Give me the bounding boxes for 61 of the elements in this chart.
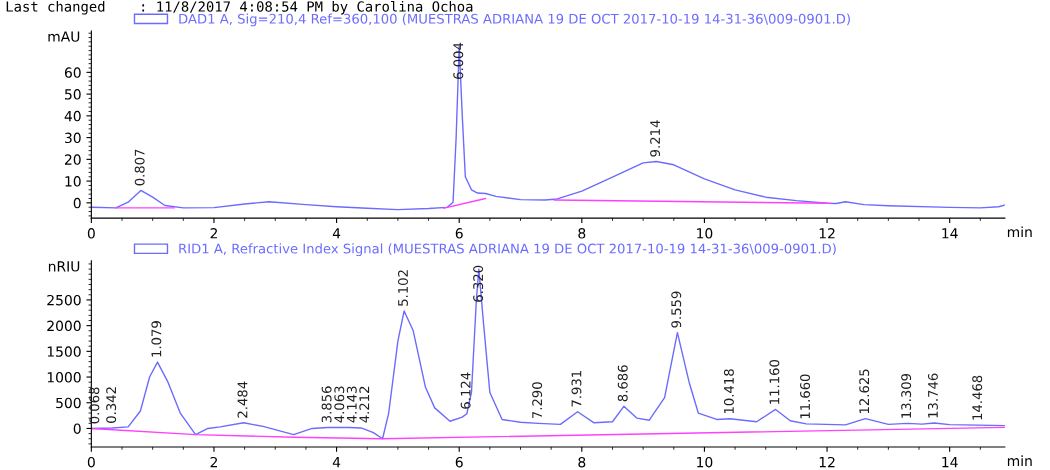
x-tick-label: 12: [819, 228, 835, 239]
x-tick-label: 12: [819, 456, 835, 468]
y-tick-label: 500: [56, 397, 81, 409]
annotation: 8.686: [617, 365, 628, 402]
x-tick-label: 14: [942, 228, 958, 239]
x-axis-title: min: [1007, 226, 1032, 238]
y-tick-label: 30: [65, 132, 81, 144]
annotation: 6.124: [460, 372, 471, 409]
y-tick-label: 60: [64, 67, 81, 78]
x-axis-title: min: [1007, 455, 1032, 466]
x-tick-label: 2: [210, 456, 217, 468]
y-tick-label: 50: [65, 89, 81, 100]
annotation: 4.143: [346, 386, 357, 423]
annotation: 13.309: [901, 373, 912, 418]
y-tick-label: 2500: [47, 294, 81, 306]
annotation: 4.063: [334, 386, 345, 423]
annotation: 3.856: [321, 386, 332, 423]
annotation: 5.102: [398, 270, 408, 306]
annotation: 10.418: [723, 369, 734, 414]
annotation: 11.660: [800, 374, 811, 419]
annotation: 0.807: [134, 149, 145, 186]
y-axis-title: mAU: [48, 31, 80, 42]
annotation: 12.625: [859, 369, 870, 414]
annotation: 2.484: [237, 381, 248, 418]
x-tick-label: 4: [332, 228, 341, 239]
annotation: 9.559: [671, 291, 682, 328]
y-tick-label: 10: [65, 176, 81, 187]
annotation: 7.931: [571, 371, 582, 407]
x-tick-label: 2: [210, 228, 217, 239]
y-tick-label: 0: [73, 423, 81, 434]
x-tick-label: 10: [697, 456, 713, 468]
x-tick-label: 0: [87, 456, 95, 468]
annotation: 1.079: [151, 321, 162, 357]
legend-label: RID1 A, Refractive Index Signal (MUESTRAS ADRIANA 19 DE OCT 2017-10-19 14-31-36\009-0901.D): [179, 243, 836, 257]
annotation: 11.160: [769, 359, 780, 404]
y-tick-label: 1500: [47, 346, 81, 357]
annotation: 14.468: [972, 375, 983, 420]
annotation: 7.290: [532, 382, 543, 419]
y-axis-title: nRIU: [48, 261, 80, 272]
y-tick-label: 0: [73, 197, 81, 209]
x-tick-label: 8: [578, 228, 586, 239]
annotation: 6.004: [453, 42, 464, 79]
annotation: 6.320: [473, 265, 484, 302]
x-tick-label: 6: [455, 456, 463, 468]
line-series: [91, 426, 1005, 440]
y-tick-label: 40: [64, 110, 81, 122]
x-tick-label: 8: [578, 456, 586, 468]
annotation: 4.212: [359, 386, 370, 423]
legend-label: DAD1 A, Sig=210,4 Ref=360,100 (MUESTRAS ADRIANA 19 DE OCT 2017-10-19 14-31-36\009-0901.D): [179, 13, 850, 27]
x-tick-label: 6: [455, 228, 463, 239]
y-tick-label: 2000: [47, 320, 81, 332]
x-tick-label: 10: [697, 228, 713, 239]
y-tick-label: 20: [64, 154, 81, 165]
x-tick-label: 0: [87, 228, 95, 239]
annotation: 13.746: [927, 373, 938, 418]
y-tick-label: 1000: [47, 372, 81, 383]
annotation: 0.342: [106, 387, 117, 423]
x-tick-label: 4: [332, 457, 341, 468]
x-tick-label: 14: [942, 457, 958, 468]
annotation: 0.068: [89, 387, 100, 424]
annotation: 9.214: [650, 120, 661, 157]
